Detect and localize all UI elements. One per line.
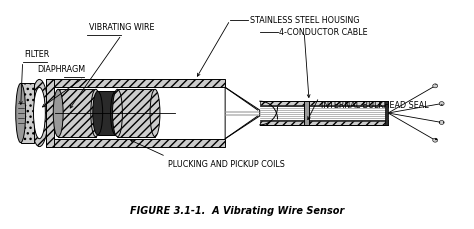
Ellipse shape	[30, 79, 48, 147]
Bar	[21, 83, 35, 143]
Ellipse shape	[16, 83, 26, 143]
Polygon shape	[225, 87, 260, 139]
Ellipse shape	[53, 89, 63, 137]
Ellipse shape	[93, 91, 103, 135]
Text: FILTER: FILTER	[25, 50, 50, 59]
Bar	[54, 87, 225, 139]
Ellipse shape	[91, 89, 100, 137]
Text: STAINLESS STEEL HOUSING: STAINLESS STEEL HOUSING	[250, 16, 359, 25]
Bar	[304, 101, 309, 125]
Text: PLUCKING AND PICKUP COILS: PLUCKING AND PICKUP COILS	[168, 161, 285, 169]
Bar	[98, 91, 116, 135]
Text: DIAPHRAGM: DIAPHRAGM	[37, 65, 86, 74]
Ellipse shape	[439, 102, 444, 106]
Bar	[46, 79, 54, 147]
Ellipse shape	[433, 84, 438, 88]
Ellipse shape	[112, 89, 122, 137]
Bar	[260, 121, 388, 125]
Bar	[260, 101, 388, 105]
Ellipse shape	[150, 89, 160, 137]
Ellipse shape	[439, 120, 444, 124]
Text: VIBRATING WIRE: VIBRATING WIRE	[89, 23, 155, 32]
Ellipse shape	[110, 91, 120, 135]
Bar	[385, 101, 388, 125]
Bar	[118, 89, 155, 137]
Bar	[46, 139, 225, 147]
Bar	[46, 79, 225, 87]
Text: INTERNAL BULKHEAD SEAL: INTERNAL BULKHEAD SEAL	[321, 101, 428, 110]
Text: 4-CONDUCTOR CABLE: 4-CONDUCTOR CABLE	[280, 27, 368, 36]
Ellipse shape	[34, 87, 46, 139]
Bar	[58, 89, 96, 137]
Ellipse shape	[433, 138, 438, 142]
Text: FIGURE 3.1-1.  A Vibrating Wire Sensor: FIGURE 3.1-1. A Vibrating Wire Sensor	[130, 206, 344, 216]
